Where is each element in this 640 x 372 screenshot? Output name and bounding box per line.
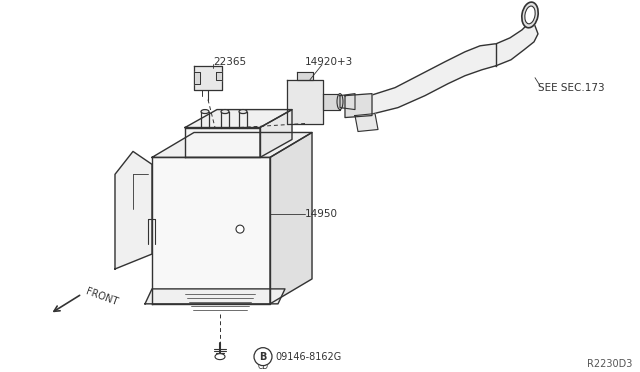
Polygon shape [355, 113, 378, 131]
Ellipse shape [337, 94, 343, 110]
Ellipse shape [522, 2, 538, 28]
Polygon shape [185, 128, 260, 157]
Polygon shape [370, 44, 496, 115]
Polygon shape [152, 132, 312, 157]
Polygon shape [194, 72, 200, 84]
Ellipse shape [239, 110, 247, 113]
Polygon shape [152, 157, 270, 304]
Text: 14920+3: 14920+3 [305, 57, 353, 67]
Polygon shape [323, 94, 340, 110]
Polygon shape [496, 8, 538, 66]
Ellipse shape [236, 225, 244, 233]
Ellipse shape [215, 354, 225, 360]
Text: B: B [259, 352, 267, 362]
Polygon shape [145, 289, 285, 304]
Polygon shape [297, 72, 313, 80]
Polygon shape [185, 110, 292, 128]
Text: 22365: 22365 [213, 57, 246, 67]
Ellipse shape [525, 6, 535, 24]
Polygon shape [340, 94, 355, 110]
Text: 14950: 14950 [305, 209, 338, 219]
Text: 09146-8162G: 09146-8162G [275, 352, 341, 362]
Polygon shape [260, 110, 292, 157]
Text: R2230D3: R2230D3 [587, 359, 632, 369]
Polygon shape [345, 94, 372, 118]
Polygon shape [216, 72, 222, 80]
Polygon shape [115, 151, 152, 269]
Text: FRONT: FRONT [84, 286, 119, 307]
Polygon shape [287, 80, 323, 124]
Text: SEE SEC.173: SEE SEC.173 [538, 83, 605, 93]
Polygon shape [270, 132, 312, 304]
Ellipse shape [221, 110, 229, 113]
Polygon shape [194, 66, 222, 90]
Text: CD: CD [257, 362, 269, 371]
Ellipse shape [201, 110, 209, 113]
Ellipse shape [254, 348, 272, 366]
